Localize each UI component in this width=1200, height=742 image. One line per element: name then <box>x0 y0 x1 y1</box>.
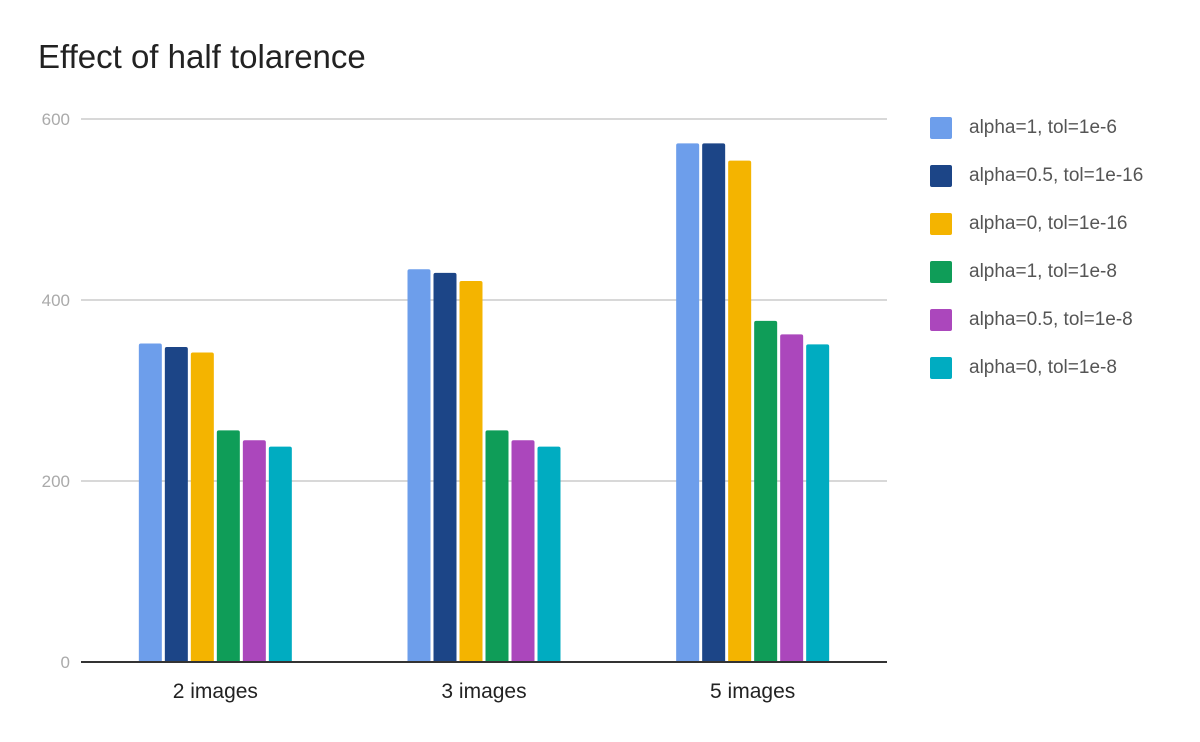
bar <box>485 430 509 662</box>
legend-swatch <box>930 117 952 139</box>
y-tick-label: 400 <box>42 291 70 310</box>
legend-item: alpha=0, tol=1e-8 <box>930 344 1143 392</box>
bar <box>780 334 804 662</box>
legend-item: alpha=0, tol=1e-16 <box>930 200 1143 248</box>
legend-label: alpha=0, tol=1e-16 <box>969 213 1128 234</box>
bar <box>702 143 726 662</box>
y-tick-label: 600 <box>42 110 70 129</box>
legend-item: alpha=1, tol=1e-8 <box>930 248 1143 296</box>
legend-label: alpha=0.5, tol=1e-16 <box>969 165 1144 186</box>
bar <box>511 440 535 662</box>
y-tick-label: 0 <box>61 653 70 672</box>
legend-item: alpha=0.5, tol=1e-16 <box>930 152 1143 200</box>
legend-swatch <box>930 261 952 283</box>
legend-label: alpha=0.5, tol=1e-8 <box>969 309 1133 330</box>
x-tick-label: 5 images <box>710 680 795 703</box>
x-tick-label: 2 images <box>173 680 258 703</box>
bar <box>754 320 778 662</box>
legend-label: alpha=1, tol=1e-6 <box>969 117 1117 138</box>
legend-swatch <box>930 309 952 331</box>
bar <box>537 446 561 662</box>
legend-label: alpha=0, tol=1e-8 <box>969 357 1117 378</box>
bar <box>806 344 830 662</box>
bar <box>459 280 483 662</box>
legend-swatch <box>930 357 952 379</box>
x-tick-label: 3 images <box>441 680 526 703</box>
bar <box>164 347 188 662</box>
bar <box>433 272 457 662</box>
legend-item: alpha=1, tol=1e-6 <box>930 104 1143 152</box>
legend-label: alpha=1, tol=1e-8 <box>969 261 1117 282</box>
bar <box>728 160 752 662</box>
bar <box>676 143 700 662</box>
bar <box>190 352 214 662</box>
bar <box>138 343 162 662</box>
chart-title: Effect of half tolarence <box>38 38 366 75</box>
legend-swatch <box>930 213 952 235</box>
legend-swatch <box>930 165 952 187</box>
y-tick-label: 200 <box>42 472 70 491</box>
legend-item: alpha=0.5, tol=1e-8 <box>930 296 1143 344</box>
legend: alpha=1, tol=1e-6 alpha=0.5, tol=1e-16 alp… <box>930 104 1143 392</box>
bar <box>407 269 431 662</box>
bar <box>268 446 292 662</box>
bar <box>216 430 240 662</box>
bar <box>242 440 266 662</box>
